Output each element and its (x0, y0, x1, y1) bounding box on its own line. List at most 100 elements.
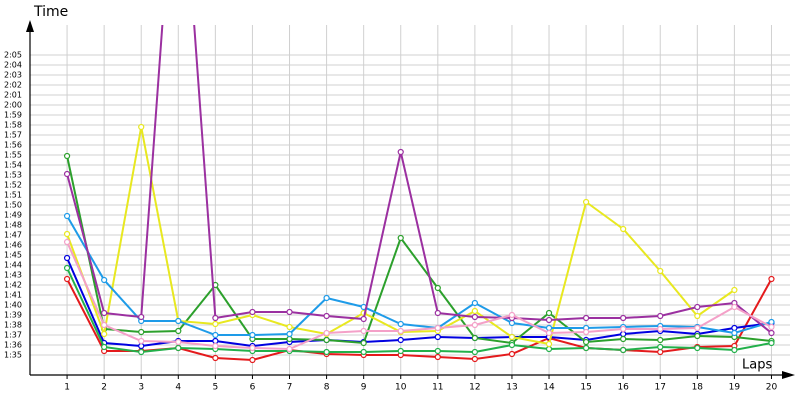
series-line (66, 241, 772, 351)
point (434, 333, 441, 341)
point (175, 327, 182, 335)
point (434, 353, 441, 361)
point (63, 254, 71, 262)
point (545, 340, 553, 348)
point (101, 309, 108, 317)
point (212, 342, 219, 350)
y-tick-label: 1:39 (4, 311, 22, 320)
point (63, 152, 71, 160)
x-tick-label: 4 (175, 383, 181, 393)
y-tick-label: 2:04 (4, 61, 22, 70)
point (545, 309, 553, 317)
point (175, 338, 182, 346)
point (694, 324, 701, 332)
point (731, 324, 738, 332)
point (286, 330, 293, 338)
point (63, 238, 71, 246)
x-tick-label: 18 (692, 383, 704, 393)
point (620, 335, 627, 343)
point (582, 198, 590, 206)
series-line (66, 25, 773, 334)
y-tick-label: 1:56 (4, 141, 22, 150)
point (694, 332, 701, 340)
point (508, 311, 516, 319)
point (101, 321, 108, 329)
point (286, 308, 293, 316)
point (286, 345, 293, 353)
point (620, 314, 627, 322)
point (397, 327, 404, 335)
point (138, 348, 145, 356)
point (545, 324, 553, 332)
point (768, 329, 775, 337)
y-tick-label: 1:37 (4, 331, 22, 340)
point (434, 309, 441, 317)
point (582, 338, 590, 346)
grid (30, 25, 790, 375)
y-tick-label: 2:01 (4, 91, 22, 100)
y-tick-label: 1:59 (4, 111, 22, 120)
series-line (66, 215, 772, 336)
x-axis-arrow (782, 371, 795, 379)
point (508, 341, 516, 349)
point (101, 276, 108, 284)
point (63, 170, 71, 178)
point (138, 123, 145, 131)
x-tick-label: 16 (617, 383, 629, 393)
point (508, 319, 516, 327)
x-tick-label: 6 (250, 383, 256, 393)
y-tick-label: 1:46 (4, 241, 22, 250)
x-tick-label: 8 (324, 383, 330, 393)
x-tick-label: 13 (506, 383, 517, 393)
y-axis-arrow (26, 20, 34, 32)
point (582, 328, 590, 336)
point (138, 342, 145, 350)
point (508, 333, 516, 341)
x-tick-label: 3 (138, 383, 144, 393)
point (582, 344, 590, 352)
y-tick-label: 1:38 (4, 321, 22, 330)
point (620, 330, 627, 338)
point (397, 148, 404, 156)
y-tick-label: 1:53 (4, 171, 22, 180)
y-tick-label: 1:51 (4, 191, 22, 200)
point (397, 336, 404, 344)
x-axis-label: Laps (742, 358, 772, 373)
point (545, 345, 553, 353)
y-tick-label: 1:35 (4, 351, 22, 360)
point (138, 328, 145, 336)
point (620, 325, 627, 333)
y-tick-label: 1:52 (4, 181, 22, 190)
y-tick-label: 1:36 (4, 341, 22, 350)
point (212, 354, 219, 362)
point (657, 336, 664, 344)
y-tick-label: 1:43 (4, 271, 22, 280)
series-line (66, 267, 772, 354)
point (360, 315, 367, 323)
point (434, 347, 441, 355)
y-tick-label: 2:00 (4, 101, 22, 110)
y-tick-label: 1:50 (4, 201, 22, 210)
point (323, 312, 330, 320)
x-tick-label: 1 (64, 383, 70, 393)
point (471, 307, 478, 315)
point (286, 323, 293, 331)
point (471, 299, 478, 307)
point (768, 323, 775, 331)
point (397, 234, 404, 242)
point (434, 284, 441, 292)
point (657, 267, 664, 275)
x-tick-label: 5 (212, 383, 218, 393)
point (545, 316, 553, 324)
point (212, 314, 219, 322)
point (471, 321, 478, 329)
y-tick-label: 1:48 (4, 221, 22, 230)
point (101, 330, 108, 338)
point (360, 348, 367, 356)
y-axis-label: Time (33, 4, 68, 20)
point (212, 331, 219, 339)
point (138, 313, 145, 321)
y-tick-label: 1:45 (4, 251, 22, 260)
point (323, 294, 330, 302)
plot (63, 25, 775, 364)
